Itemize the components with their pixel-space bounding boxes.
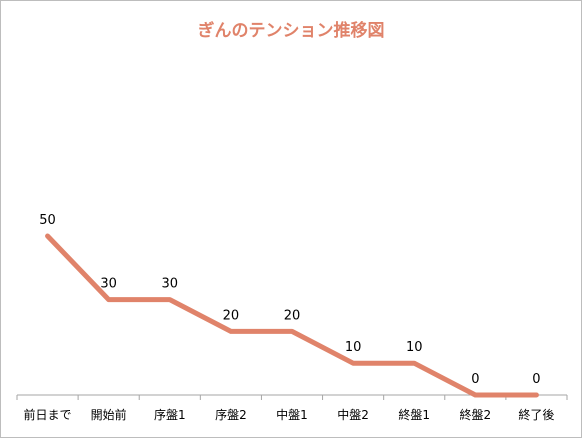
- x-tick-label: 終盤2: [460, 407, 492, 422]
- data-label: 50: [39, 213, 56, 228]
- data-label: 30: [162, 277, 179, 292]
- data-label: 10: [345, 340, 362, 355]
- data-label: 0: [532, 372, 540, 387]
- data-label: 20: [223, 308, 240, 323]
- data-label: 0: [471, 372, 479, 387]
- x-tick-label: 序盤2: [215, 407, 247, 422]
- data-label: 30: [100, 277, 117, 292]
- data-label: 10: [406, 340, 423, 355]
- x-tick-label: 開始前: [91, 407, 127, 422]
- category-labels-group: 前日まで 開始前 序盤1 序盤2 中盤1 中盤2 終盤1 終盤2 終了後: [24, 407, 555, 422]
- data-labels-group: 50 30 30 20 20 10 10 0 0: [39, 213, 540, 387]
- x-tick-label: 前日まで: [24, 407, 72, 422]
- x-tick-label: 終盤1: [398, 407, 430, 422]
- x-tick-label: 中盤1: [276, 407, 308, 422]
- x-tick-label: 序盤1: [154, 407, 186, 422]
- x-tick-label: 終了後: [518, 407, 554, 422]
- series-group: [45, 233, 539, 398]
- data-label: 20: [284, 308, 301, 323]
- x-tick-label: 中盤2: [337, 407, 369, 422]
- chart-title: ぎんのテンション推移図: [197, 21, 385, 41]
